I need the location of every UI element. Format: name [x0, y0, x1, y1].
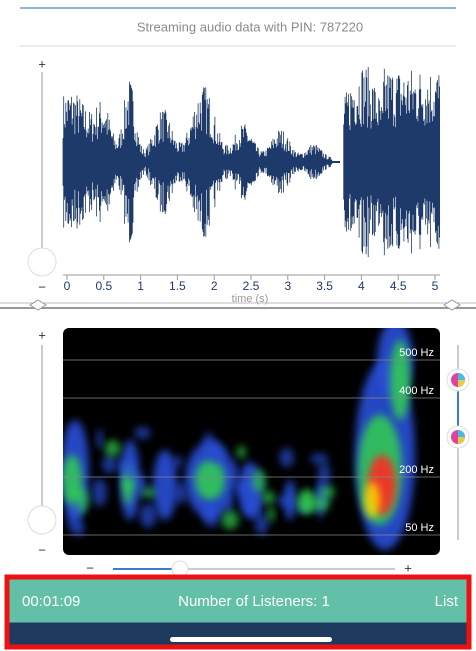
- color-knob[interactable]: [447, 426, 469, 448]
- spectral-energy: [72, 521, 84, 537]
- spectral-energy: [174, 483, 186, 504]
- spectral-energy: [277, 496, 292, 506]
- spectral-energy: [96, 429, 103, 449]
- zoom-minus[interactable]: −: [38, 542, 46, 557]
- spectral-energy: [261, 491, 275, 504]
- spectral-energy: [119, 459, 133, 474]
- app-screen: Streaming audio data with PIN: 787220 00…: [0, 0, 476, 651]
- x-tick-label: 3: [284, 279, 291, 293]
- spectral-energy: [302, 490, 315, 513]
- spectral-energy: [318, 463, 331, 486]
- elapsed-time: 00:01:09: [22, 593, 80, 610]
- zoom-knob[interactable]: [28, 248, 56, 276]
- x-tick-label: 3.5: [316, 279, 333, 293]
- spectral-energy: [195, 460, 225, 500]
- zoom-plus[interactable]: +: [38, 327, 46, 342]
- spectral-energy: [221, 510, 238, 529]
- spectral-energy: [173, 456, 182, 467]
- frequency-label: 200 Hz: [399, 464, 434, 476]
- x-tick-label: 2.5: [243, 279, 260, 293]
- list-button[interactable]: List: [435, 593, 459, 610]
- zoom-minus[interactable]: −: [38, 279, 46, 294]
- frequency-label: 50 Hz: [405, 522, 434, 534]
- spectral-energy: [229, 460, 237, 487]
- spectral-energy: [203, 509, 219, 527]
- spectral-energy: [311, 454, 329, 465]
- spectral-energy: [92, 478, 107, 506]
- waveform: [63, 67, 440, 257]
- spectral-energy: [312, 497, 329, 512]
- x-tick-label: 4.5: [390, 279, 407, 293]
- x-tick-label: 0.5: [95, 279, 112, 293]
- spectral-energy: [252, 470, 265, 494]
- zoom-plus[interactable]: +: [38, 56, 46, 71]
- slider-minus[interactable]: −: [86, 560, 94, 575]
- spectral-energy: [247, 491, 261, 518]
- spectral-energy: [134, 427, 150, 439]
- x-tick-label: 0: [64, 279, 71, 293]
- spectral-energy: [104, 440, 120, 457]
- spectral-energy: [280, 448, 294, 467]
- x-tick-label: 4: [358, 279, 365, 293]
- spectral-energy: [225, 497, 232, 513]
- x-tick-label: 1: [137, 279, 144, 293]
- x-tick-label: 5: [432, 279, 439, 293]
- header-title: Streaming audio data with PIN: 787220: [137, 19, 363, 34]
- frequency-label: 500 Hz: [399, 347, 434, 359]
- waveform-panel: 0 0.5 1 1.5 2 2.5 3 3.5 4 4.5 5: [63, 67, 440, 293]
- spectral-energy: [268, 506, 275, 522]
- x-tick-label: 1.5: [169, 279, 186, 293]
- spectral-energy: [203, 433, 215, 453]
- zoom-knob[interactable]: [28, 506, 56, 534]
- color-knob[interactable]: [447, 369, 469, 391]
- slider-plus[interactable]: +: [404, 560, 412, 575]
- home-indicator: [170, 637, 332, 642]
- spectral-energy: [320, 485, 335, 498]
- x-tick-label: 2: [211, 279, 218, 293]
- spectral-energy: [237, 446, 246, 459]
- spectral-energy: [140, 503, 157, 527]
- listener-count: Number of Listeners: 1: [178, 593, 330, 610]
- frequency-label: 400 Hz: [399, 385, 434, 397]
- spectral-energy: [364, 482, 380, 518]
- page: Streaming audio data with PIN: 787220 00…: [0, 0, 476, 651]
- spectral-energy: [102, 455, 116, 473]
